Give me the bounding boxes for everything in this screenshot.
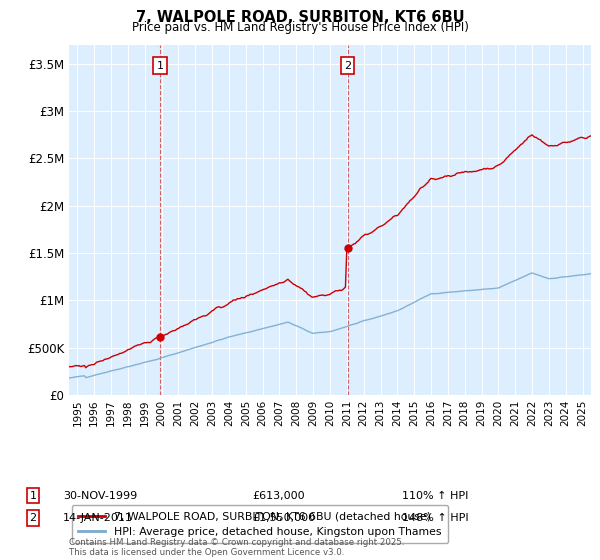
Text: 1: 1 — [29, 491, 37, 501]
Text: 2: 2 — [344, 61, 351, 71]
Text: £613,000: £613,000 — [252, 491, 305, 501]
Text: 7, WALPOLE ROAD, SURBITON, KT6 6BU: 7, WALPOLE ROAD, SURBITON, KT6 6BU — [136, 10, 464, 25]
Text: 30-NOV-1999: 30-NOV-1999 — [63, 491, 137, 501]
Text: 14-JAN-2011: 14-JAN-2011 — [63, 513, 133, 523]
Bar — [160, 45, 347, 395]
Legend: 7, WALPOLE ROAD, SURBITON, KT6 6BU (detached house), HPI: Average price, detache: 7, WALPOLE ROAD, SURBITON, KT6 6BU (deta… — [72, 505, 448, 543]
Text: Contains HM Land Registry data © Crown copyright and database right 2025.
This d: Contains HM Land Registry data © Crown c… — [69, 538, 404, 557]
Text: £1,550,000: £1,550,000 — [252, 513, 315, 523]
Text: 1: 1 — [157, 61, 164, 71]
Text: Price paid vs. HM Land Registry's House Price Index (HPI): Price paid vs. HM Land Registry's House … — [131, 21, 469, 34]
Text: 2: 2 — [29, 513, 37, 523]
Text: 110% ↑ HPI: 110% ↑ HPI — [402, 491, 469, 501]
Text: 148% ↑ HPI: 148% ↑ HPI — [402, 513, 469, 523]
